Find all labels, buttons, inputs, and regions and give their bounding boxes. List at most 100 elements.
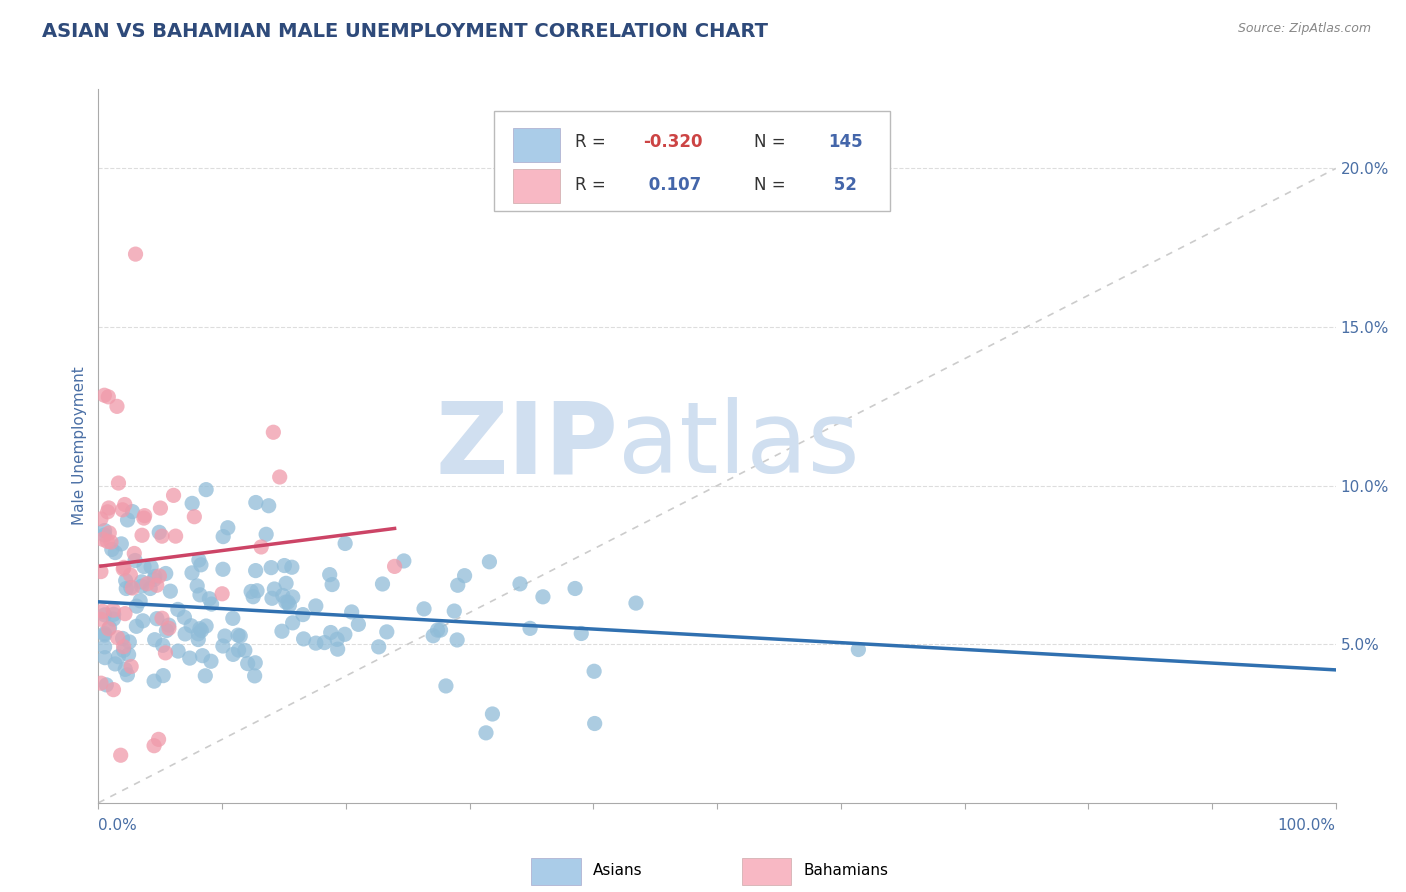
- Point: [120, 659, 142, 673]
- Point: [111, 503, 134, 517]
- Point: [180, 619, 202, 633]
- Text: 0.0%: 0.0%: [98, 819, 138, 833]
- Point: [367, 640, 389, 654]
- Point: [94, 650, 117, 665]
- Point: [281, 560, 304, 574]
- Text: R =: R =: [575, 134, 610, 152]
- Text: atlas: atlas: [619, 398, 859, 494]
- Point: [392, 554, 415, 568]
- Point: [384, 559, 406, 574]
- Point: [314, 635, 336, 649]
- Point: [281, 590, 304, 604]
- Point: [114, 574, 136, 588]
- Point: [91, 604, 114, 618]
- Point: [131, 574, 153, 589]
- Point: [564, 582, 586, 596]
- Point: [191, 648, 214, 663]
- Point: [162, 488, 184, 502]
- Point: [426, 623, 449, 637]
- Point: [145, 578, 167, 592]
- Point: [233, 643, 256, 657]
- Point: [274, 576, 297, 591]
- Point: [103, 682, 125, 697]
- Point: [159, 584, 181, 599]
- Point: [155, 646, 177, 660]
- Point: [165, 529, 187, 543]
- Point: [183, 509, 205, 524]
- Point: [229, 629, 252, 643]
- Point: [194, 669, 217, 683]
- Point: [136, 576, 159, 591]
- Point: [150, 611, 173, 625]
- Point: [333, 536, 356, 550]
- Point: [132, 559, 155, 574]
- Point: [148, 525, 170, 540]
- Point: [120, 568, 142, 582]
- Point: [212, 530, 235, 544]
- Text: 52: 52: [828, 177, 858, 194]
- Point: [211, 587, 233, 601]
- Point: [186, 579, 208, 593]
- Point: [250, 540, 273, 554]
- Point: [93, 388, 115, 402]
- Point: [110, 748, 132, 763]
- Point: [93, 626, 115, 640]
- Point: [271, 589, 294, 603]
- Point: [103, 607, 125, 622]
- Point: [90, 565, 112, 579]
- Point: [148, 732, 170, 747]
- Point: [114, 662, 136, 676]
- Point: [245, 656, 267, 670]
- Point: [187, 632, 209, 647]
- Point: [319, 625, 342, 640]
- Point: [269, 470, 291, 484]
- Point: [124, 553, 146, 567]
- Point: [143, 569, 166, 583]
- Text: N =: N =: [754, 177, 792, 194]
- Point: [166, 602, 188, 616]
- Point: [131, 579, 153, 593]
- Point: [292, 632, 315, 646]
- Point: [104, 545, 127, 559]
- Point: [281, 615, 304, 630]
- Y-axis label: Male Unemployment: Male Unemployment: [72, 367, 87, 525]
- Point: [305, 636, 328, 650]
- Point: [519, 621, 541, 635]
- Point: [143, 632, 166, 647]
- Point: [340, 605, 363, 619]
- Point: [97, 505, 120, 519]
- Point: [125, 599, 148, 614]
- Point: [114, 498, 136, 512]
- Point: [125, 619, 148, 633]
- Point: [121, 581, 143, 595]
- Point: [254, 527, 277, 541]
- Point: [848, 642, 870, 657]
- Point: [217, 521, 239, 535]
- Point: [143, 573, 166, 587]
- Point: [96, 534, 118, 549]
- Point: [114, 607, 136, 621]
- Point: [443, 604, 465, 618]
- Point: [291, 607, 314, 622]
- Point: [214, 629, 236, 643]
- Point: [271, 624, 294, 639]
- Point: [143, 674, 166, 689]
- Point: [90, 676, 112, 690]
- Point: [97, 500, 120, 515]
- Point: [262, 425, 284, 440]
- Point: [200, 597, 222, 611]
- Point: [148, 569, 170, 583]
- Point: [157, 621, 180, 635]
- Point: [187, 627, 209, 641]
- Point: [117, 648, 139, 662]
- Point: [478, 555, 501, 569]
- Point: [257, 499, 280, 513]
- Point: [91, 533, 114, 547]
- Point: [245, 495, 267, 509]
- Point: [321, 577, 343, 591]
- Point: [181, 566, 204, 580]
- Point: [111, 632, 134, 646]
- Point: [190, 624, 212, 638]
- Text: Asians: Asians: [593, 863, 643, 878]
- Text: ASIAN VS BAHAMIAN MALE UNEMPLOYMENT CORRELATION CHART: ASIAN VS BAHAMIAN MALE UNEMPLOYMENT CORR…: [42, 22, 768, 41]
